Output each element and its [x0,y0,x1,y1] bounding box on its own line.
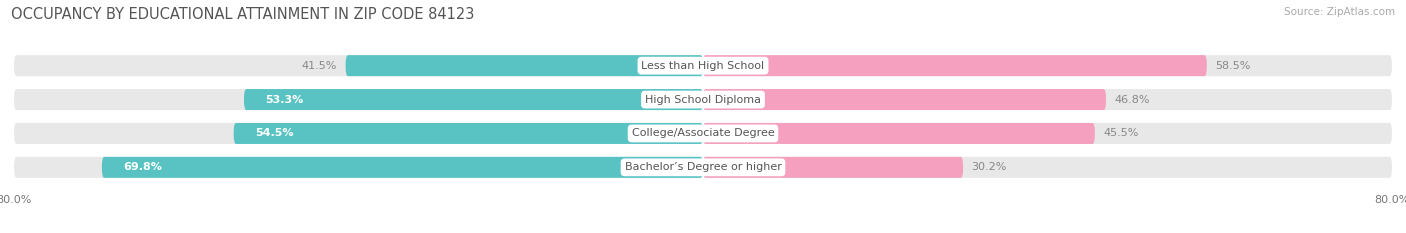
Text: 45.5%: 45.5% [1104,128,1139,138]
FancyBboxPatch shape [101,157,703,178]
Text: 54.5%: 54.5% [256,128,294,138]
FancyBboxPatch shape [703,123,1392,144]
Text: 69.8%: 69.8% [124,162,162,172]
FancyBboxPatch shape [245,89,703,110]
Text: 58.5%: 58.5% [1215,61,1251,71]
FancyBboxPatch shape [346,55,703,76]
FancyBboxPatch shape [703,157,1392,178]
Text: Bachelor’s Degree or higher: Bachelor’s Degree or higher [624,162,782,172]
FancyBboxPatch shape [703,89,1107,110]
FancyBboxPatch shape [703,89,1392,110]
Text: Source: ZipAtlas.com: Source: ZipAtlas.com [1284,7,1395,17]
Text: 53.3%: 53.3% [266,95,304,105]
Text: 30.2%: 30.2% [972,162,1007,172]
FancyBboxPatch shape [703,55,1392,76]
FancyBboxPatch shape [14,55,703,76]
Text: 46.8%: 46.8% [1115,95,1150,105]
FancyBboxPatch shape [14,123,703,144]
Text: Less than High School: Less than High School [641,61,765,71]
Text: OCCUPANCY BY EDUCATIONAL ATTAINMENT IN ZIP CODE 84123: OCCUPANCY BY EDUCATIONAL ATTAINMENT IN Z… [11,7,475,22]
FancyBboxPatch shape [703,123,1095,144]
Text: High School Diploma: High School Diploma [645,95,761,105]
FancyBboxPatch shape [233,123,703,144]
FancyBboxPatch shape [703,55,1206,76]
FancyBboxPatch shape [703,157,963,178]
FancyBboxPatch shape [14,89,703,110]
Text: 41.5%: 41.5% [302,61,337,71]
FancyBboxPatch shape [14,157,703,178]
Text: College/Associate Degree: College/Associate Degree [631,128,775,138]
